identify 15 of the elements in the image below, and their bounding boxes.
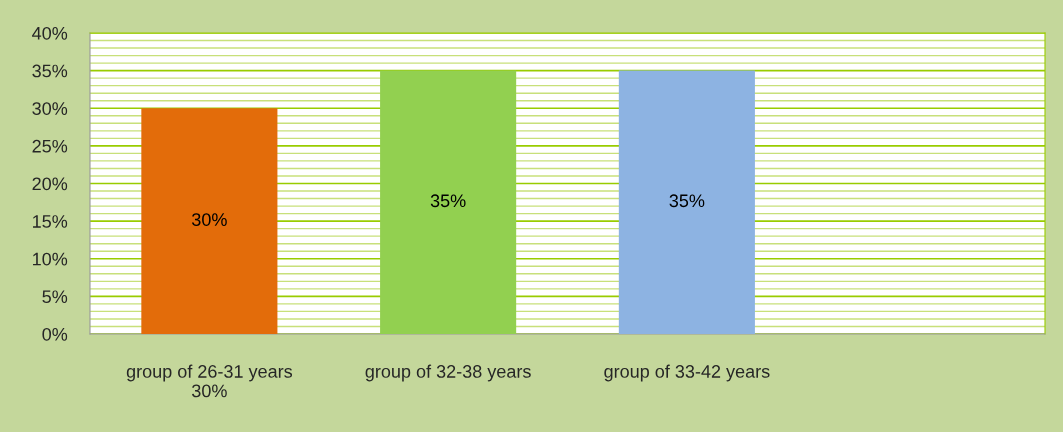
x-tick-label: group of 32-38 years	[365, 364, 531, 382]
y-tick-label: 15%	[33, 215, 68, 228]
data-label: 35%	[669, 194, 705, 208]
x-tick-label: group of 33-42 years	[604, 364, 770, 382]
y-tick-label: 0%	[42, 327, 68, 341]
data-label: 35%	[430, 194, 466, 208]
y-tick-label: 20%	[32, 177, 68, 191]
y-tick-label: 10%	[33, 252, 68, 266]
x-tick-label: group of 26-31 years 30%	[126, 364, 293, 398]
y-tick-label: 40%	[32, 26, 68, 40]
data-label: 30%	[192, 213, 227, 226]
y-tick-label: 5%	[42, 290, 68, 304]
y-tick-label: 35%	[32, 64, 68, 78]
y-tick-label: 25%	[32, 139, 68, 153]
y-tick-label: 30%	[32, 102, 68, 115]
